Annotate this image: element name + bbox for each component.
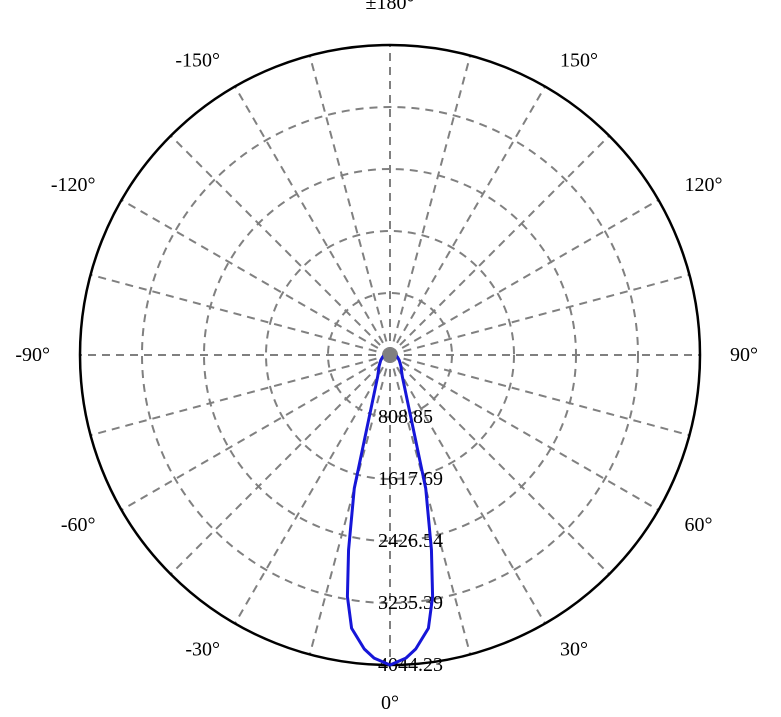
grid-spoke — [91, 275, 390, 355]
angle-label: 60° — [684, 514, 712, 536]
center-dot — [383, 348, 397, 362]
grid-spoke — [310, 56, 390, 355]
grid-spoke — [390, 200, 658, 355]
radial-label: 1617.69 — [378, 468, 443, 490]
angle-label: 30° — [560, 638, 588, 660]
angle-label: -150° — [175, 50, 220, 72]
grid-spoke — [235, 355, 390, 623]
grid-spoke — [171, 136, 390, 355]
grid-spoke — [390, 56, 470, 355]
angle-label: 120° — [684, 174, 722, 196]
polar-chart: 808.851617.692426.543235.394044.23 0°30°… — [0, 0, 781, 717]
grid-spoke — [91, 355, 390, 435]
grid-spoke — [390, 87, 545, 355]
radial-tick-labels: 808.851617.692426.543235.394044.23 — [378, 406, 443, 676]
angle-label: 0° — [381, 692, 399, 714]
angle-label: -120° — [51, 174, 96, 196]
angle-label: ±180° — [366, 0, 415, 14]
angle-label: -90° — [15, 344, 50, 366]
grid-spoke — [390, 136, 609, 355]
grid-spoke — [390, 355, 689, 435]
grid-spoke — [122, 200, 390, 355]
angle-label: 90° — [730, 344, 758, 366]
radial-label: 2426.54 — [378, 530, 443, 552]
radial-label: 808.85 — [378, 406, 433, 428]
grid-spoke — [171, 355, 390, 574]
center-dot-circle — [383, 348, 397, 362]
grid-spoke — [122, 355, 390, 510]
angle-label: -30° — [185, 638, 220, 660]
angle-label: -60° — [61, 514, 96, 536]
grid-spoke — [235, 87, 390, 355]
grid-spoke — [390, 275, 689, 355]
angle-label: 150° — [560, 50, 598, 72]
